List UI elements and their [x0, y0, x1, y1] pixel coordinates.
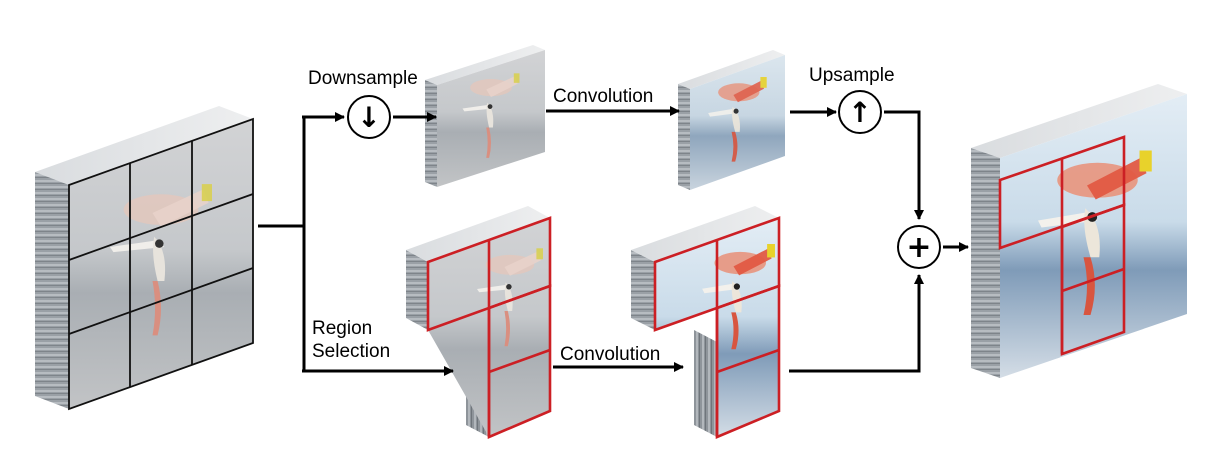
region-selection-label-line2: Selection	[312, 341, 390, 362]
sum-operator: +	[897, 225, 941, 269]
selected-region-feature-map	[406, 206, 552, 439]
convolved-downsampled-feature-map	[678, 50, 785, 190]
region-selection-label-line1: Region	[312, 318, 372, 339]
connectors	[258, 106, 969, 376]
downsample-label: Downsample	[308, 68, 418, 89]
convolution-bottom-label: Convolution	[560, 344, 660, 365]
downsample-operator: ↓	[347, 95, 391, 139]
output-feature-map	[971, 84, 1187, 378]
convolution-top-label: Convolution	[553, 86, 653, 107]
plus-icon: +	[906, 230, 931, 265]
output-region-outline	[998, 135, 1126, 356]
convolved-region-outline	[653, 216, 781, 439]
input-grid	[68, 117, 254, 411]
up-arrow-icon: ↑	[848, 96, 871, 129]
down-arrow-icon: ↓	[357, 101, 380, 134]
downsampled-feature-map	[425, 45, 545, 187]
convolved-region-feature-map	[631, 206, 781, 439]
selected-region-outline	[426, 216, 552, 439]
input-feature-map	[35, 106, 254, 411]
upsample-operator: ↑	[838, 90, 882, 134]
upsample-label: Upsample	[809, 65, 895, 86]
